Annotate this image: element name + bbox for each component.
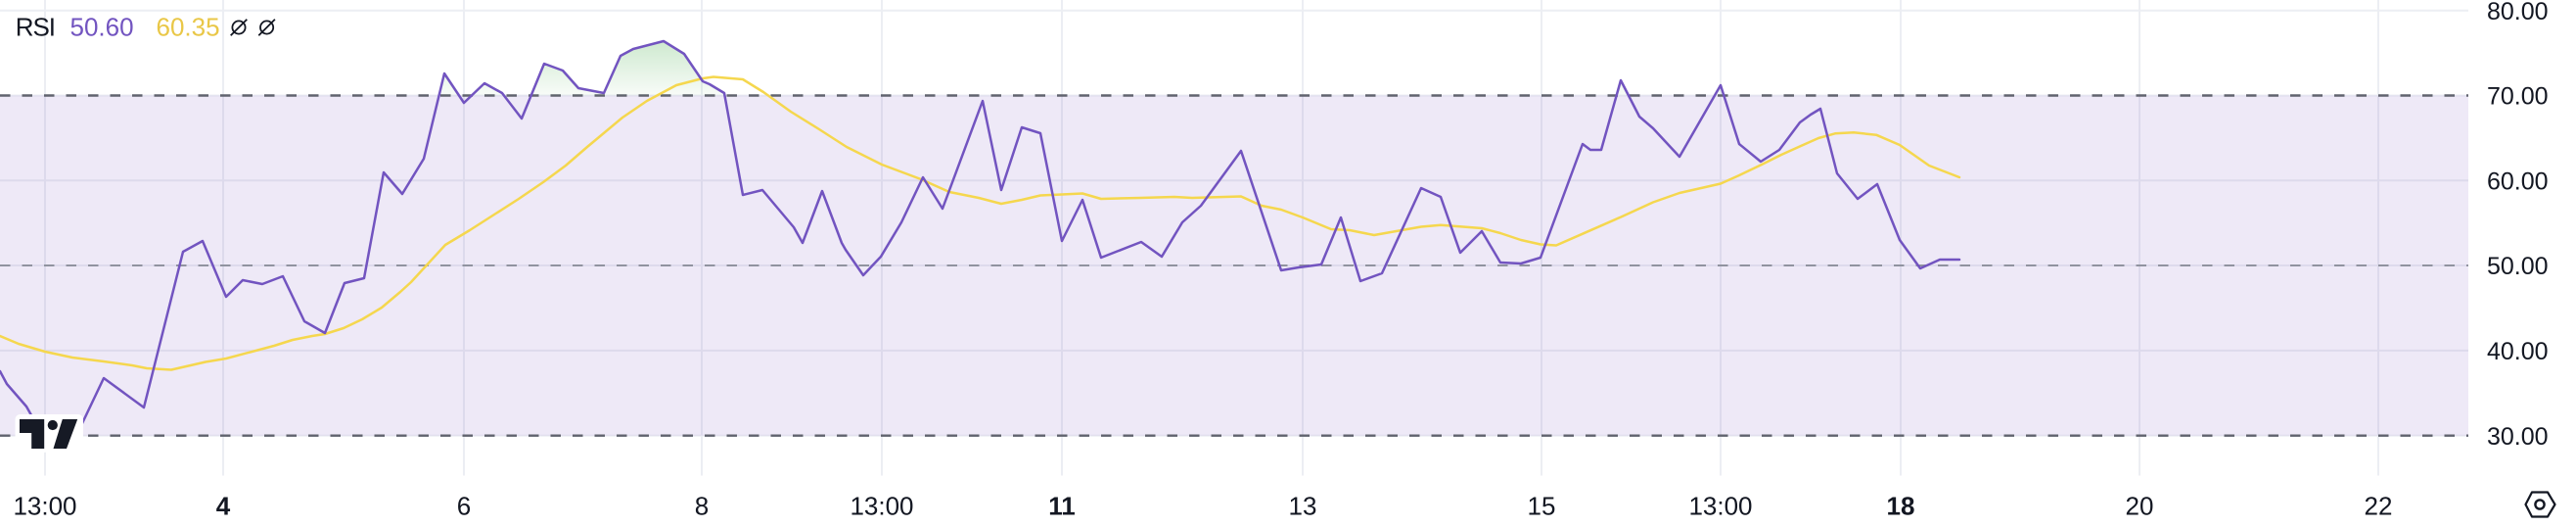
svg-text:20: 20: [2126, 492, 2154, 521]
svg-text:4: 4: [216, 492, 231, 521]
svg-text:13:00: 13:00: [13, 492, 76, 521]
svg-text:30.00: 30.00: [2487, 423, 2549, 451]
svg-text:15: 15: [1528, 492, 1556, 521]
svg-text:13: 13: [1289, 492, 1317, 521]
svg-text:11: 11: [1048, 492, 1076, 521]
svg-text:80.00: 80.00: [2487, 0, 2549, 25]
svg-text:60.00: 60.00: [2487, 168, 2549, 196]
svg-text:13:00: 13:00: [850, 492, 913, 521]
svg-text:50.00: 50.00: [2487, 253, 2549, 280]
svg-text:70.00: 70.00: [2487, 83, 2549, 111]
svg-text:13:00: 13:00: [1688, 492, 1752, 521]
svg-text:8: 8: [695, 492, 709, 521]
svg-text:RSI: RSI: [16, 13, 55, 42]
svg-text:18: 18: [1887, 492, 1915, 521]
svg-text:40.00: 40.00: [2487, 338, 2549, 365]
svg-text:60.35: 60.35: [157, 13, 220, 42]
svg-text:6: 6: [457, 492, 471, 521]
svg-text:50.60: 50.60: [70, 13, 134, 42]
svg-text:22: 22: [2365, 492, 2393, 521]
